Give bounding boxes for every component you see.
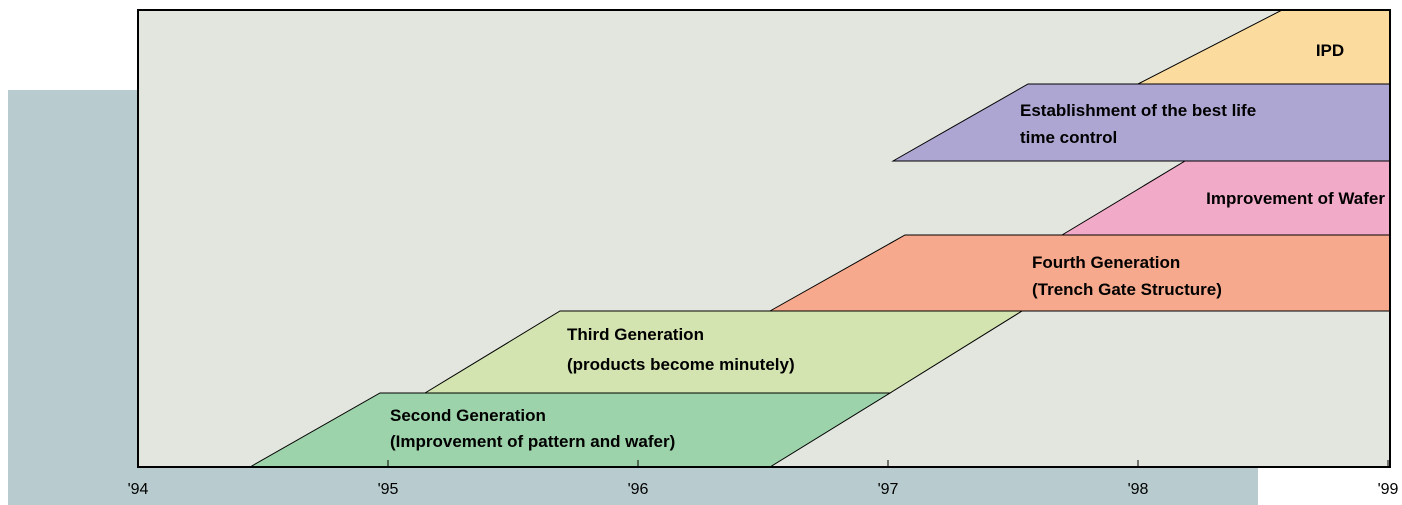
x-tick-label: '97 (878, 481, 899, 498)
frame-border (137, 9, 1391, 468)
x-tick-label: '94 (128, 481, 149, 498)
x-tick-label: '96 (628, 481, 649, 498)
phase-label: Third Generation (567, 325, 704, 344)
phase-label: IPD (1316, 41, 1344, 60)
phase-label: (Improvement of pattern and wafer) (390, 432, 675, 451)
phase-label: Second Generation (390, 406, 546, 425)
phase-label: (Trench Gate Structure) (1032, 280, 1222, 299)
x-tick-label: '95 (378, 481, 399, 498)
phase-label: (products become minutely) (567, 355, 795, 374)
x-tick-label: '98 (1128, 481, 1149, 498)
phase-label: time control (1020, 128, 1117, 147)
phase-label: Establishment of the best life (1020, 101, 1256, 120)
phase-label: Fourth Generation (1032, 253, 1180, 272)
x-tick-label: '99 (1378, 481, 1399, 498)
phase-label: Improvement of Wafer (1206, 189, 1385, 208)
